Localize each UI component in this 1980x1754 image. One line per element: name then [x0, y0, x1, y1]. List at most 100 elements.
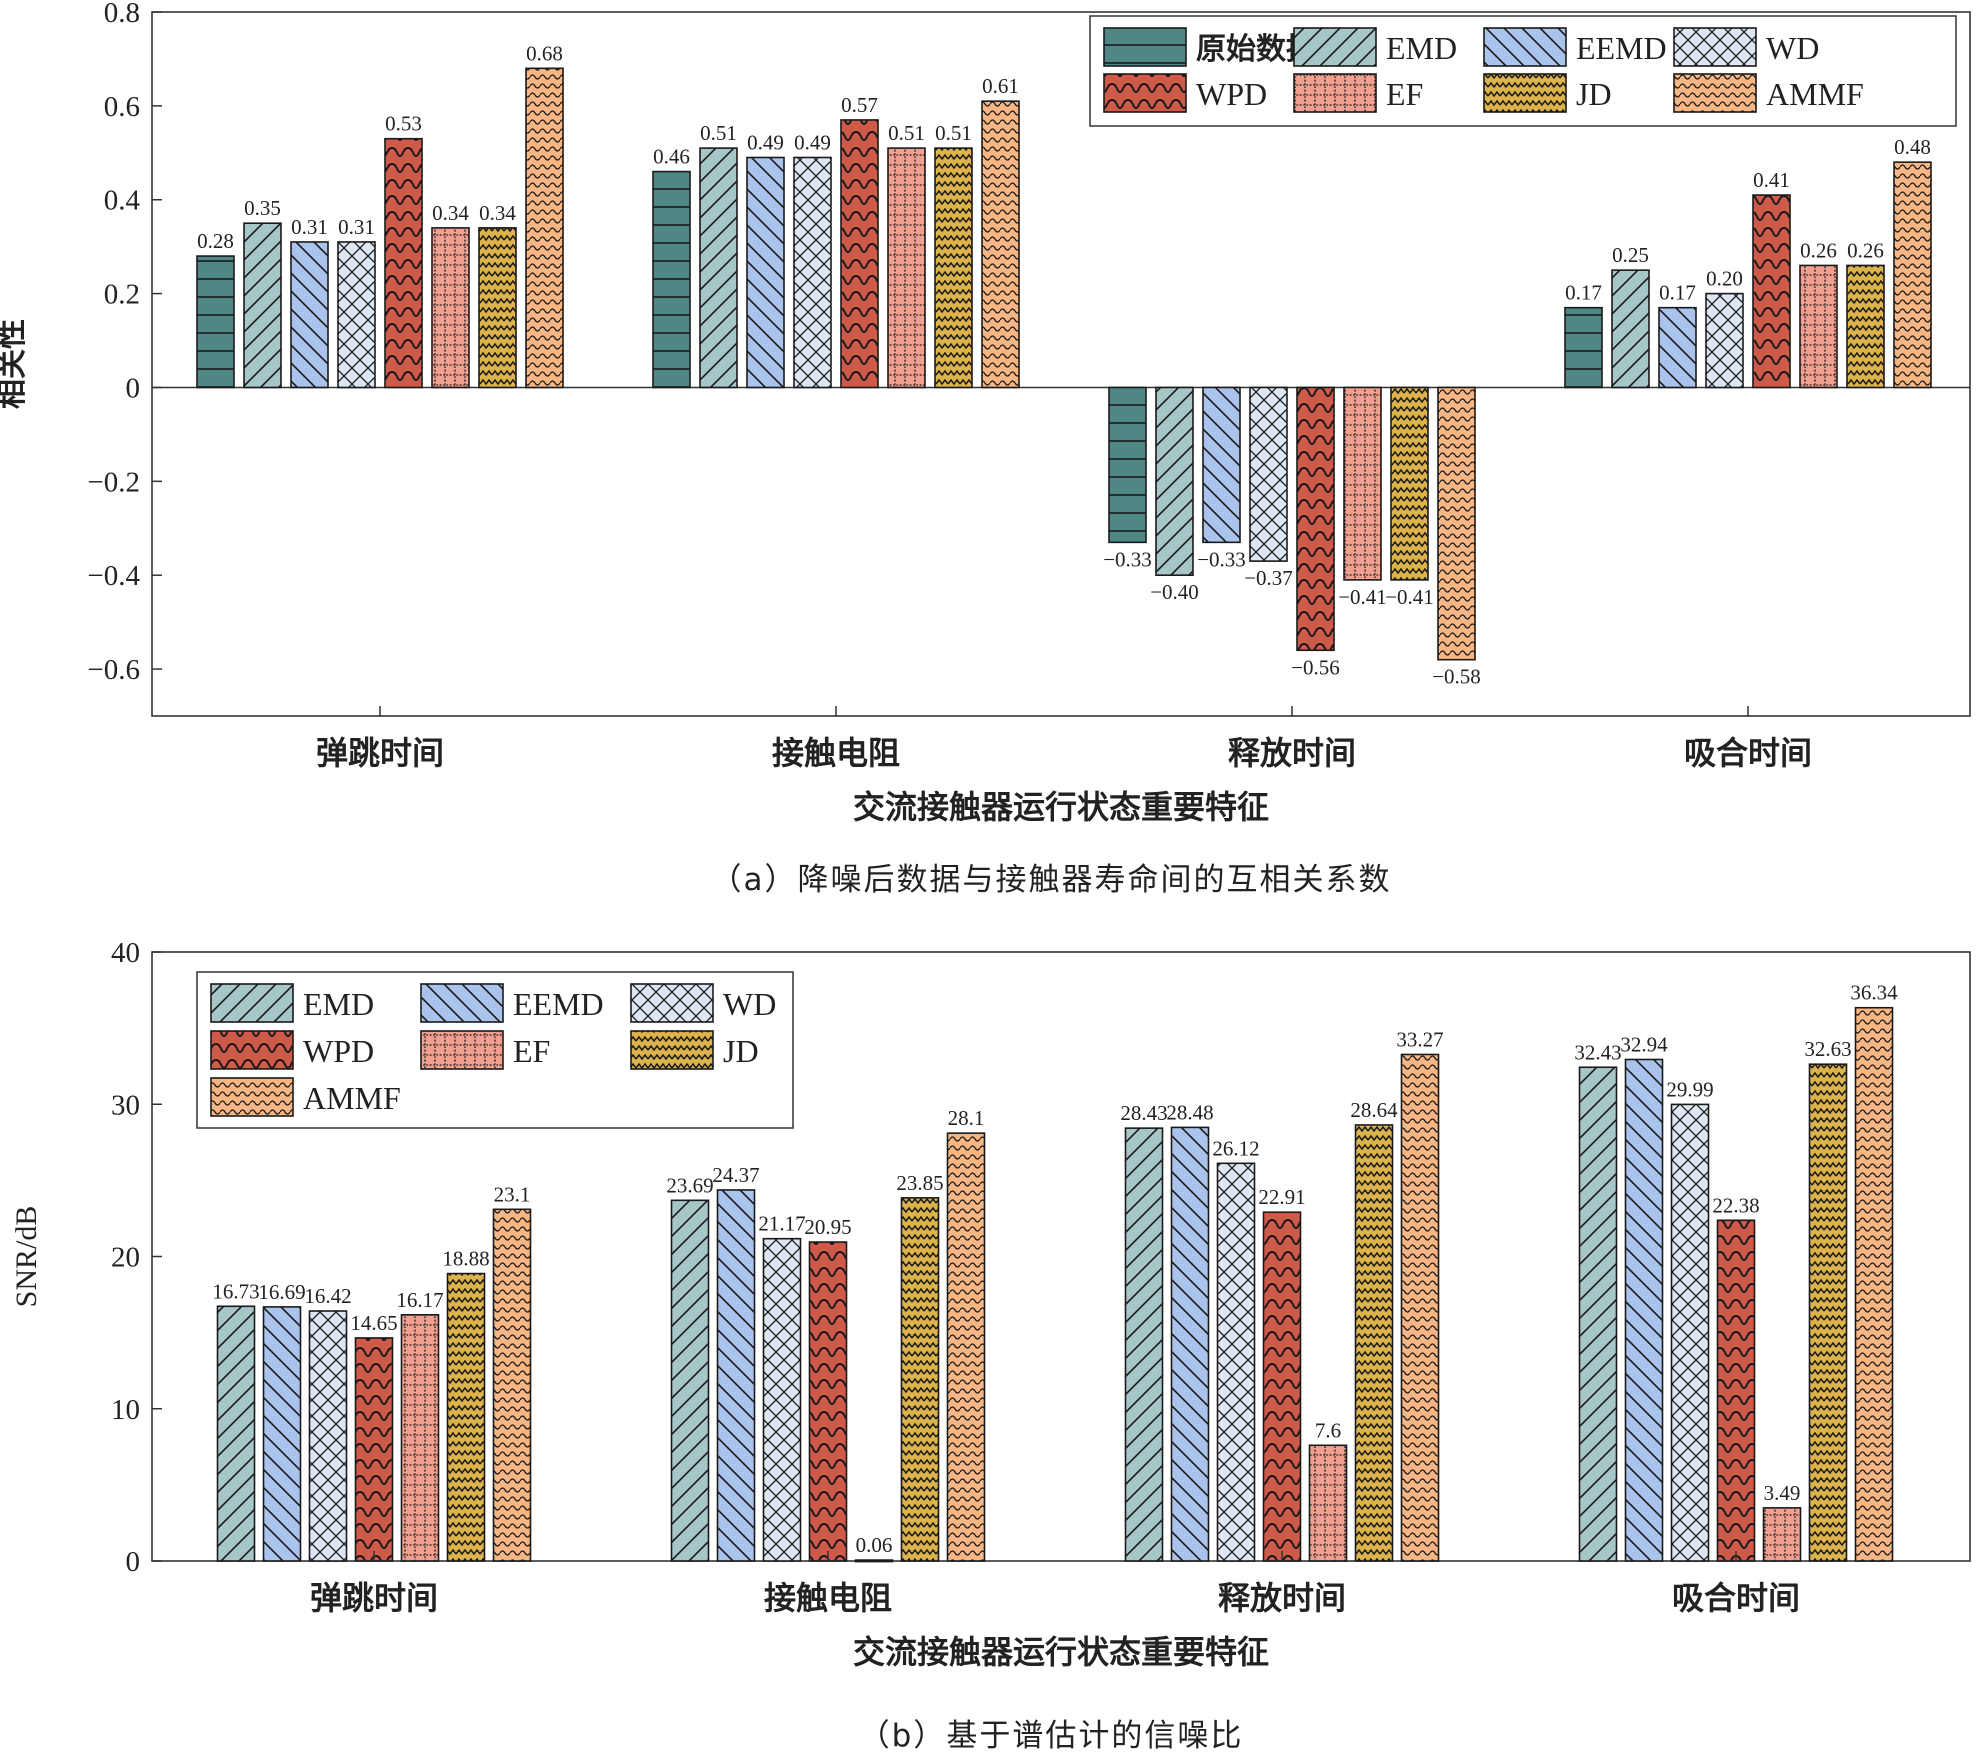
data-label: 0.31	[291, 215, 328, 239]
x-tick-label: 吸合时间	[1672, 1579, 1800, 1617]
bar-wd	[1705, 292, 1744, 389]
x-tick-label: 弹跳时间	[310, 1579, 438, 1617]
legend-swatch-ef	[420, 1030, 504, 1070]
y-tick-label: 10	[111, 1394, 140, 1426]
bar-jd	[1846, 264, 1885, 389]
bar-emd	[1578, 1066, 1618, 1562]
data-label: −0.41	[1385, 585, 1434, 609]
data-label: 18.88	[442, 1247, 489, 1271]
y-tick-label: 0.8	[104, 0, 140, 29]
y-tick-label: −0.4	[87, 560, 140, 592]
data-label: −0.40	[1150, 580, 1199, 604]
chart-b-value-labels: 16.73 23.69 28.43 32.43 16.69 24.37 28.48 32.94…	[212, 981, 1898, 1557]
data-label: 0.61	[982, 74, 1019, 98]
data-label: −0.41	[1338, 585, 1387, 609]
bar-wpd	[1296, 386, 1335, 652]
data-label: 0.34	[432, 201, 469, 225]
bar-jd	[446, 1272, 486, 1562]
legend-label-wpd: WPD	[1196, 76, 1267, 112]
y-tick-label: 0.6	[104, 91, 140, 123]
data-label: 22.38	[1712, 1193, 1759, 1217]
data-label: 0.49	[747, 130, 784, 154]
bar-jd	[1354, 1124, 1394, 1562]
data-label: 28.64	[1350, 1098, 1398, 1122]
data-label: 16.42	[304, 1284, 351, 1308]
data-label: 0.26	[1800, 238, 1837, 262]
chart-b-legend: EMD EEMD WD WPD EF JD AMMF	[196, 971, 794, 1129]
chart-b-bars	[216, 1006, 1894, 1563]
data-label: −0.58	[1432, 665, 1481, 689]
data-label: 0.17	[1565, 281, 1602, 305]
data-label: 3.49	[1764, 1481, 1801, 1505]
legend-label-emd: EMD	[303, 986, 374, 1022]
data-label: 16.73	[212, 1279, 259, 1303]
legend-label-emd: EMD	[1386, 30, 1457, 66]
bar-raw	[652, 170, 691, 389]
legend-swatch-eemd	[1483, 27, 1567, 67]
data-label: 0.34	[479, 201, 516, 225]
chart-b-x-ticks: 弹跳时间 接触电阻 释放时间 吸合时间	[310, 1551, 1800, 1617]
bar-ef	[1308, 1444, 1348, 1562]
data-label: 0.41	[1753, 168, 1790, 192]
bar-ef	[400, 1314, 440, 1562]
legend-swatch-emd	[1293, 27, 1377, 67]
bar-ammf	[1437, 386, 1476, 661]
data-label: 0.51	[700, 121, 737, 145]
legend-label-jd: JD	[1576, 76, 1612, 112]
legend-swatch-ammf	[1673, 73, 1757, 113]
bar-emd	[670, 1199, 710, 1562]
bar-raw	[1108, 386, 1147, 544]
legend-label-ammf: AMMF	[303, 1080, 401, 1116]
bar-wd	[1670, 1103, 1710, 1562]
y-tick-label: −0.6	[87, 654, 140, 686]
data-label: −0.56	[1291, 655, 1340, 679]
legend-label-wpd: WPD	[303, 1033, 374, 1069]
data-label: 28.1	[948, 1106, 985, 1130]
chart-a-value-labels: 0.28 0.46 −0.33 0.17 0.35 0.51 −0.40 0.25 0.31 0.…	[197, 41, 1931, 688]
data-label: 0.51	[935, 121, 972, 145]
y-tick-label: 40	[111, 937, 140, 969]
bar-wpd	[840, 119, 879, 389]
chart-b-y-ticks: 0 10 20 30 40	[111, 937, 162, 1578]
data-label: 28.43	[1120, 1101, 1167, 1125]
bar-ef	[887, 147, 926, 389]
bar-ammf	[981, 100, 1020, 389]
bar-eemd	[1202, 386, 1241, 544]
bar-ammf	[1893, 161, 1932, 389]
y-tick-label: 0.2	[104, 279, 140, 311]
data-label: 23.1	[494, 1182, 531, 1206]
x-tick-label: 释放时间	[1218, 1579, 1346, 1617]
bar-ammf	[1400, 1053, 1440, 1562]
bar-jd	[900, 1197, 940, 1562]
bar-jd	[1808, 1063, 1848, 1562]
bar-emd	[699, 147, 738, 389]
bar-wpd	[1262, 1211, 1302, 1562]
y-tick-label: 20	[111, 1242, 140, 1274]
bar-ammf	[525, 67, 564, 389]
chart-a-plot-frame	[151, 11, 1971, 717]
x-tick-label: 接触电阻	[764, 1579, 892, 1617]
data-label: 0.28	[197, 229, 234, 253]
bar-emd	[1124, 1127, 1164, 1562]
legend-swatch-wd	[630, 983, 714, 1023]
data-label: 33.27	[1396, 1027, 1443, 1051]
bar-wd	[762, 1237, 802, 1562]
chart-a: −0.6−0.4−0.200.20.40.60.8 0.280.46−0.330…	[0, 0, 1971, 898]
bar-wpd	[384, 137, 423, 389]
legend-label-jd: JD	[723, 1033, 759, 1069]
chart-a-caption: （a）降噪后数据与接触器寿命间的互相关系数	[711, 862, 1392, 898]
data-label: 22.91	[1258, 1185, 1305, 1209]
data-label: 36.34	[1850, 981, 1898, 1005]
legend-swatch-jd	[1483, 73, 1567, 113]
chart-b: 0 10 20 30 40 16.73 23.69 28.43 32.43 16.69 24.37…	[10, 937, 1971, 1754]
legend-label-ef: EF	[513, 1033, 550, 1069]
chart-a-y-axis-label: 相关性	[0, 319, 30, 409]
data-label: 29.99	[1666, 1077, 1713, 1101]
bar-eemd	[1170, 1126, 1210, 1562]
bar-jd	[1390, 386, 1429, 581]
bar-wd	[308, 1310, 348, 1562]
data-label: −0.37	[1244, 566, 1293, 590]
bar-jd	[934, 147, 973, 389]
bar-ammf	[492, 1208, 532, 1562]
